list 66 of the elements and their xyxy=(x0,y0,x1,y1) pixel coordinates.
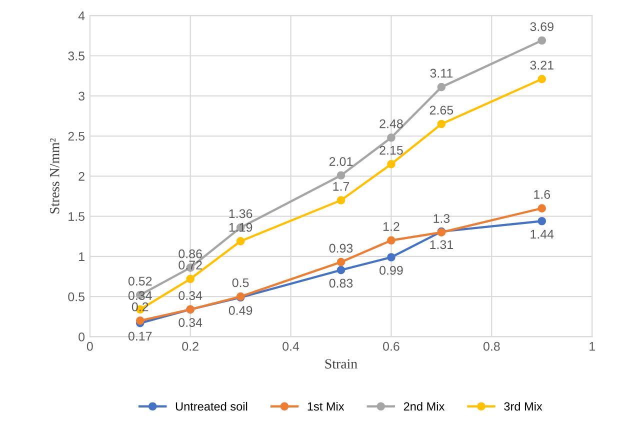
data-label: 2.65 xyxy=(430,106,454,115)
data-label: 0.34 xyxy=(178,318,202,327)
data-label: 1.31 xyxy=(430,240,453,250)
data-label: 2.48 xyxy=(380,119,403,128)
data-label: 1.6 xyxy=(534,190,550,199)
point xyxy=(538,204,546,212)
data-label: 0.5 xyxy=(232,278,249,288)
point xyxy=(336,266,346,274)
data-label: 3.69 xyxy=(530,22,554,32)
data-label: 2.15 xyxy=(380,146,403,155)
data-label: 0.52 xyxy=(128,276,152,286)
data-label: 0.2 xyxy=(132,302,148,312)
point xyxy=(136,316,144,325)
data-label: 0.93 xyxy=(329,244,353,253)
data-label: 1.2 xyxy=(383,222,400,231)
y-tick-label: 0 xyxy=(78,332,85,342)
point xyxy=(538,216,546,226)
data-label: 1.44 xyxy=(530,230,554,239)
data-label: 3.21 xyxy=(530,60,554,70)
data-label: 1.3 xyxy=(434,214,450,223)
data-label: 3.11 xyxy=(430,68,453,78)
legend-label: 2nd Mix xyxy=(404,402,445,411)
x-tick-label: 0.6 xyxy=(383,342,400,351)
data-label: 0.17 xyxy=(128,332,152,341)
point xyxy=(387,236,396,245)
point xyxy=(186,274,195,284)
point xyxy=(538,74,546,84)
x-tick-label: 0 xyxy=(86,342,93,351)
y-axis-title: Stress N/mm² xyxy=(50,138,60,214)
point xyxy=(336,258,346,266)
data-label: 1.36 xyxy=(229,209,252,218)
x-tick-label: 1 xyxy=(590,342,595,351)
point xyxy=(387,253,396,262)
data-label: 1.19 xyxy=(229,222,252,232)
legend-label: 1st Mix xyxy=(308,402,344,411)
data-label: 0.34 xyxy=(128,291,152,300)
y-tick-label: 1 xyxy=(79,252,84,261)
point xyxy=(387,160,396,168)
y-tick-label: 0.5 xyxy=(68,292,85,302)
y-tick-label: 4 xyxy=(78,12,85,20)
y-tick-label: 3.5 xyxy=(68,52,85,60)
x-tick-label: 0.2 xyxy=(182,342,198,351)
y-tick-label: 3 xyxy=(78,92,84,101)
point xyxy=(236,237,245,246)
data-label: 2.01 xyxy=(329,157,353,166)
legend-label: 3rd Mix xyxy=(504,402,542,411)
data-label: 0.99 xyxy=(380,266,403,275)
data-label: 0.72 xyxy=(178,260,202,270)
data-label: 0.86 xyxy=(178,249,202,258)
data-label: 1.7 xyxy=(333,182,350,191)
legend-label: Untreated soil xyxy=(176,402,248,411)
point xyxy=(437,120,446,128)
point xyxy=(336,196,346,204)
y-tick-label: 1.5 xyxy=(68,212,85,221)
x-tick-label: 0.4 xyxy=(282,342,300,351)
point xyxy=(538,36,546,45)
data-label: 0.83 xyxy=(329,278,353,288)
data-label: 0.34 xyxy=(178,291,202,300)
point xyxy=(387,133,396,142)
x-axis-title: Strain xyxy=(325,359,358,369)
point xyxy=(437,82,446,92)
y-tick-label: 2.5 xyxy=(68,132,85,141)
y-tick-label: 2 xyxy=(78,172,84,181)
x-tick-label: 0.8 xyxy=(483,342,500,351)
point xyxy=(336,171,346,180)
data-label: 0.49 xyxy=(228,306,252,315)
